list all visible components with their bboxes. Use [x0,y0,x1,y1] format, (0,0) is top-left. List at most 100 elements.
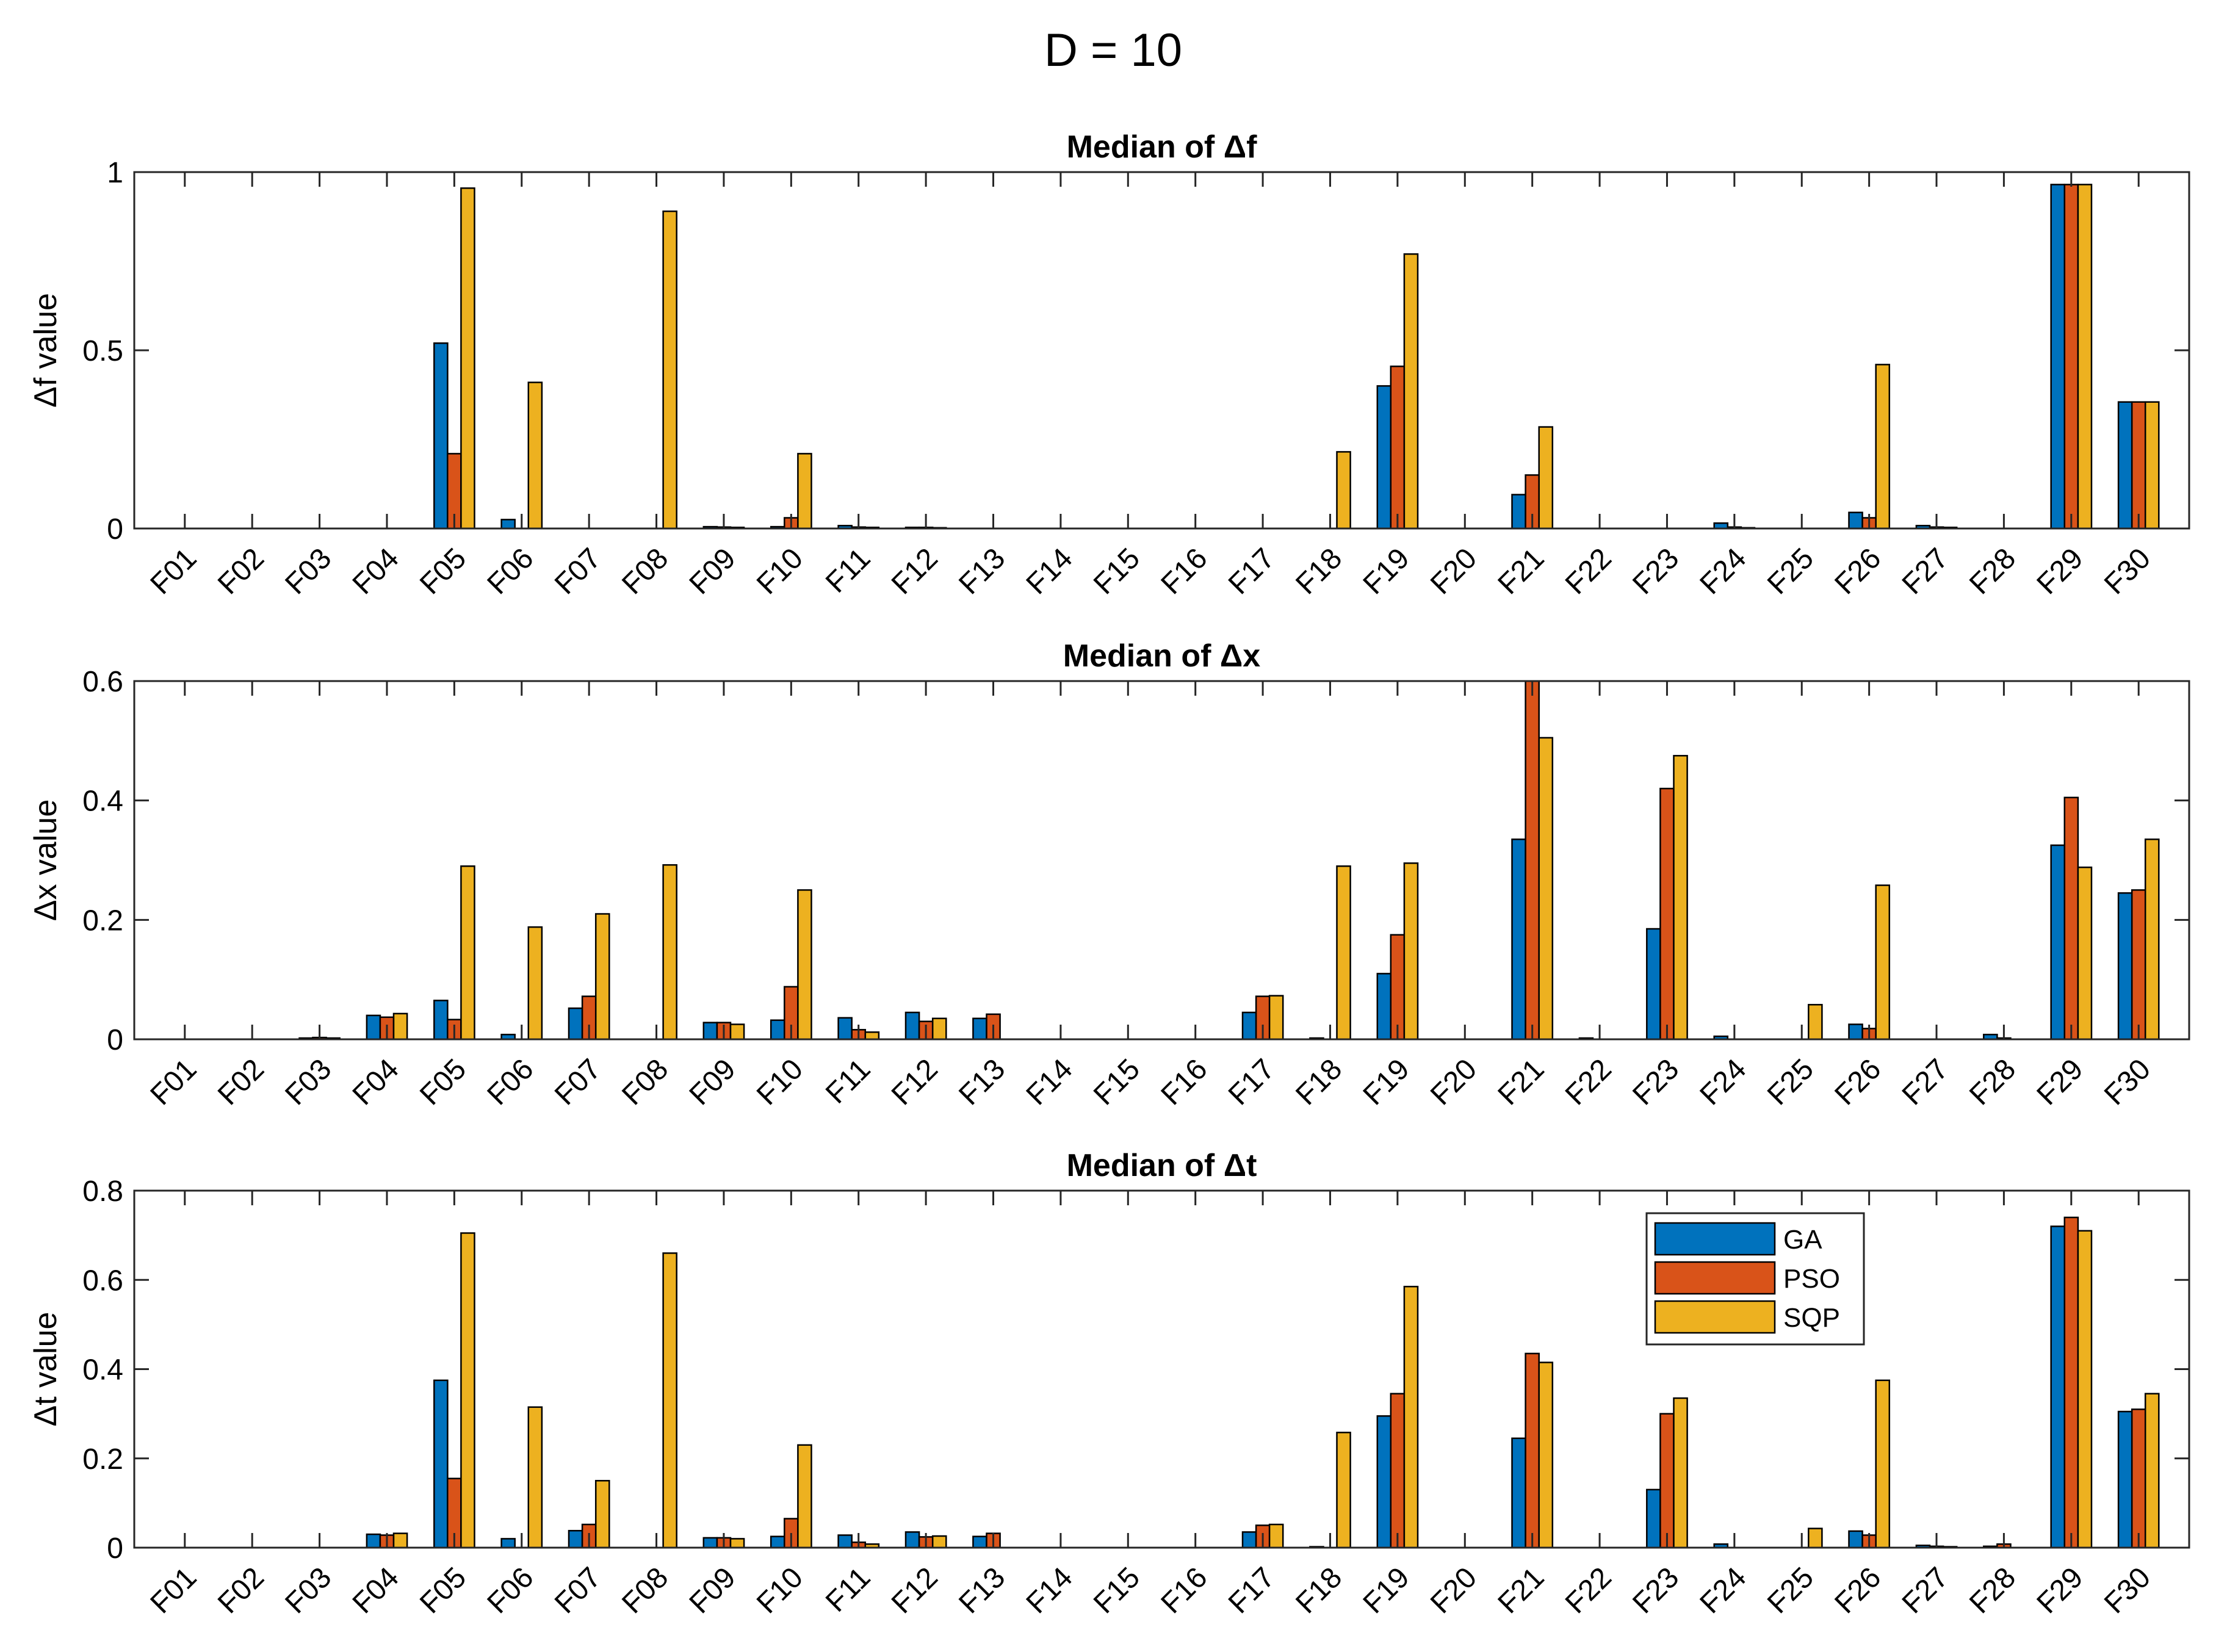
bar-sqp-f29 [2077,184,2093,530]
bar-sqp-f12 [931,1017,947,1041]
bar-ga-f19 [1376,385,1392,530]
bar-sqp-f10 [797,453,812,530]
y-tick-label: 0.2 [82,1443,123,1476]
axes-box [133,680,2190,1041]
legend-label-sqp: SQP [1783,1303,1840,1333]
bar-ga-f11 [837,1017,853,1041]
y-axis-label: Δx value [28,799,63,922]
legend: GA PSO SQP [1645,1212,1865,1346]
bar-sqp-f06 [527,1406,543,1549]
bar-ga-f26 [1848,1530,1863,1549]
plot-area [134,172,2189,528]
bar-sqp-f29 [2077,866,2093,1041]
bar-pso-f30 [2131,889,2146,1041]
bar-sqp-f17 [1268,995,1284,1041]
bar-ga-f30 [2117,401,2133,530]
bar-sqp-f23 [1673,755,1688,1041]
y-tick-label: 0.8 [82,1175,123,1208]
bar-sqp-f05 [460,1232,475,1549]
bar-pso-f19 [1390,366,1406,530]
bar-sqp-f12 [931,1535,947,1549]
y-tick-label: 0.6 [82,1264,123,1297]
bar-ga-f09 [702,1022,718,1041]
bar-sqp-f05 [460,187,475,530]
legend-swatch-pso [1654,1261,1776,1295]
bar-sqp-f08 [662,1252,677,1549]
bar-sqp-f26 [1875,884,1891,1041]
bar-ga-f29 [2050,184,2066,530]
bar-pso-f29 [2063,184,2079,530]
panel-title: Median of Δf [1067,129,1257,165]
bar-sqp-f21 [1538,737,1554,1041]
bar-ga-f09 [702,1537,718,1549]
y-tick-label: 0 [107,1024,123,1056]
y-tick-label: 0.6 [82,666,123,698]
y-tick-label: 0 [107,1532,123,1565]
bar-sqp-f04 [392,1532,408,1549]
y-tick-label: 0 [107,513,123,546]
bar-pso-f21 [1525,1352,1540,1549]
bar-ga-f06 [500,519,516,530]
bar-ga-f21 [1511,1437,1526,1549]
bar-sqp-f07 [594,1480,610,1549]
bar-sqp-f17 [1268,1523,1284,1549]
bar-ga-f29 [2050,844,2066,1041]
bar-ga-f07 [568,1007,583,1041]
bar-ga-f12 [904,1011,920,1041]
bar-pso-f23 [1659,1413,1675,1549]
bar-pso-f19 [1390,934,1406,1041]
bar-ga-f19 [1376,973,1392,1041]
panel-title: Median of Δt [1067,1148,1257,1183]
bar-sqp-f10 [797,1444,812,1549]
panel-title: Median of Δx [1063,638,1260,674]
bar-ga-f07 [568,1529,583,1549]
bar-sqp-f21 [1538,1362,1554,1549]
bar-ga-f05 [433,342,449,530]
bar-sqp-f18 [1336,1432,1351,1549]
bar-sqp-f09 [729,1538,745,1549]
bar-pso-f23 [1659,787,1675,1041]
bar-sqp-f19 [1403,862,1419,1041]
bar-ga-f23 [1646,1488,1661,1549]
bar-ga-f10 [770,1019,785,1041]
bar-ga-f13 [972,1535,987,1549]
bar-sqp-f08 [662,210,677,530]
y-tick-label: 0.5 [82,335,123,367]
bar-ga-f30 [2117,892,2133,1041]
bar-sqp-f10 [797,889,812,1041]
bar-sqp-f29 [2077,1230,2093,1549]
bar-ga-f17 [1241,1011,1257,1041]
bar-ga-f13 [972,1017,987,1041]
bar-sqp-f19 [1403,1285,1419,1549]
legend-swatch-ga [1654,1222,1776,1256]
bar-sqp-f30 [2144,1393,2160,1549]
legend-label-pso: PSO [1783,1264,1840,1294]
bar-ga-f06 [500,1538,516,1549]
bar-ga-f21 [1511,839,1526,1041]
bar-ga-f26 [1848,1023,1863,1041]
bar-sqp-f21 [1538,426,1554,530]
bar-pso-f29 [2063,796,2079,1041]
bar-sqp-f07 [594,913,610,1041]
bar-pso-f30 [2131,1409,2146,1549]
bar-sqp-f26 [1875,1379,1891,1549]
bar-ga-f17 [1241,1531,1257,1549]
bar-ga-f05 [433,1000,449,1041]
bar-ga-f30 [2117,1410,2133,1549]
bar-ga-f21 [1511,494,1526,530]
bar-ga-f10 [770,1535,785,1549]
bar-sqp-f08 [662,864,677,1041]
bar-ga-f04 [366,1014,381,1041]
bar-ga-f11 [837,1534,853,1549]
bar-sqp-f30 [2144,401,2160,530]
bar-sqp-f25 [1808,1004,1823,1041]
bar-pso-f30 [2131,401,2146,530]
y-axis-label: Δf value [28,293,63,408]
bar-sqp-f23 [1673,1397,1688,1549]
bar-ga-f26 [1848,511,1863,530]
bar-sqp-f11 [864,1031,880,1041]
bar-sqp-f09 [729,1023,745,1041]
legend-label-ga: GA [1783,1225,1822,1255]
bar-pso-f29 [2063,1216,2079,1549]
